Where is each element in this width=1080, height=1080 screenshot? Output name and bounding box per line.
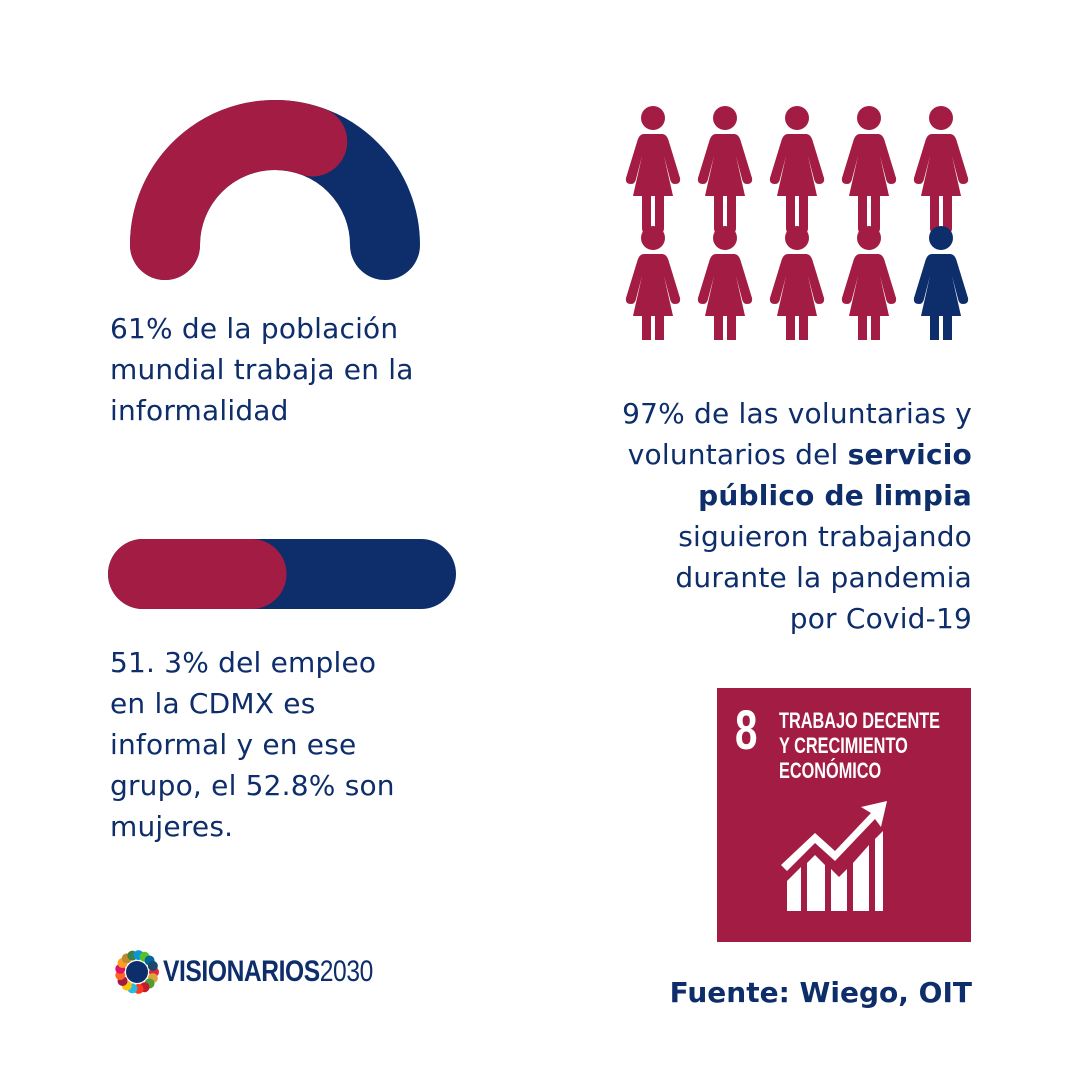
sdg-title-line: Y CRECIMIENTO xyxy=(779,733,908,758)
sdg-title-line: ECONÓMICO xyxy=(779,758,882,783)
bar-stat-line: mujeres. xyxy=(110,810,234,843)
sdg-number: 8 xyxy=(735,698,758,761)
bar-stat-text: 51. 3% del empleo en la CDMX es informal… xyxy=(110,642,395,847)
volunteers-text: voluntarios del xyxy=(627,438,848,471)
sdg-title-line: TRABAJO DECENTE xyxy=(779,708,941,733)
women-pictogram xyxy=(625,106,969,340)
informality-arc-gauge xyxy=(130,100,420,280)
woman-icon xyxy=(913,226,969,340)
sdg-wheel-icon xyxy=(115,950,159,994)
volunteers-line: público de limpia xyxy=(698,479,972,512)
arc-value xyxy=(130,100,348,280)
woman-icon-highlighted xyxy=(697,226,753,340)
volunteers-line: 97% de las voluntarias y xyxy=(622,397,972,430)
arc-stat-line: mundial trabaja en la xyxy=(110,353,414,386)
arc-stat-text: 61% de la población mundial trabaja en l… xyxy=(110,308,414,431)
woman-icon-highlighted xyxy=(913,106,969,234)
bar-value xyxy=(108,539,287,609)
bar-stat-line: grupo, el 52.8% son xyxy=(110,769,395,802)
source-credit: Fuente: Wiego, OIT xyxy=(669,976,972,1009)
bar-stat-line: 51. 3% del empleo xyxy=(110,646,377,679)
bar-stat-line: en la CDMX es xyxy=(110,687,316,720)
woman-icon-highlighted xyxy=(769,106,825,234)
woman-icon-highlighted xyxy=(625,226,681,340)
volunteers-line: voluntarios del servicio xyxy=(512,434,972,475)
volunteers-line: durante la pandemia xyxy=(675,561,972,594)
logo-name: VISIONARIOS xyxy=(163,955,320,988)
volunteers-stat-text: 97% de las voluntarias y voluntarios del… xyxy=(512,393,972,639)
cdmx-employment-bar xyxy=(108,539,456,609)
bar-stat-line: informal y en ese xyxy=(110,728,357,761)
visionarios-logo: VISIONARIOS2030 xyxy=(163,955,373,989)
volunteers-line: por Covid-19 xyxy=(789,602,972,635)
arc-stat-line: informalidad xyxy=(110,394,289,427)
sdg-8-tile: 8 TRABAJO DECENTE Y CRECIMIENTO ECONÓMIC… xyxy=(717,688,971,942)
woman-icon-highlighted xyxy=(697,106,753,234)
growth-chart-icon xyxy=(781,801,887,911)
woman-icon-highlighted xyxy=(841,226,897,340)
woman-icon-highlighted xyxy=(769,226,825,340)
arc-stat-line: 61% de la población xyxy=(110,312,399,345)
wheel-center xyxy=(126,961,148,983)
woman-icon-highlighted xyxy=(625,106,681,234)
volunteers-emphasis: servicio xyxy=(847,438,972,471)
woman-icon-highlighted xyxy=(841,106,897,234)
wheel-segment xyxy=(147,960,158,971)
sdg-title: TRABAJO DECENTE Y CRECIMIENTO ECONÓMICO xyxy=(779,708,940,783)
logo-year: 2030 xyxy=(319,955,374,988)
volunteers-line: siguieron trabajando xyxy=(678,520,972,553)
